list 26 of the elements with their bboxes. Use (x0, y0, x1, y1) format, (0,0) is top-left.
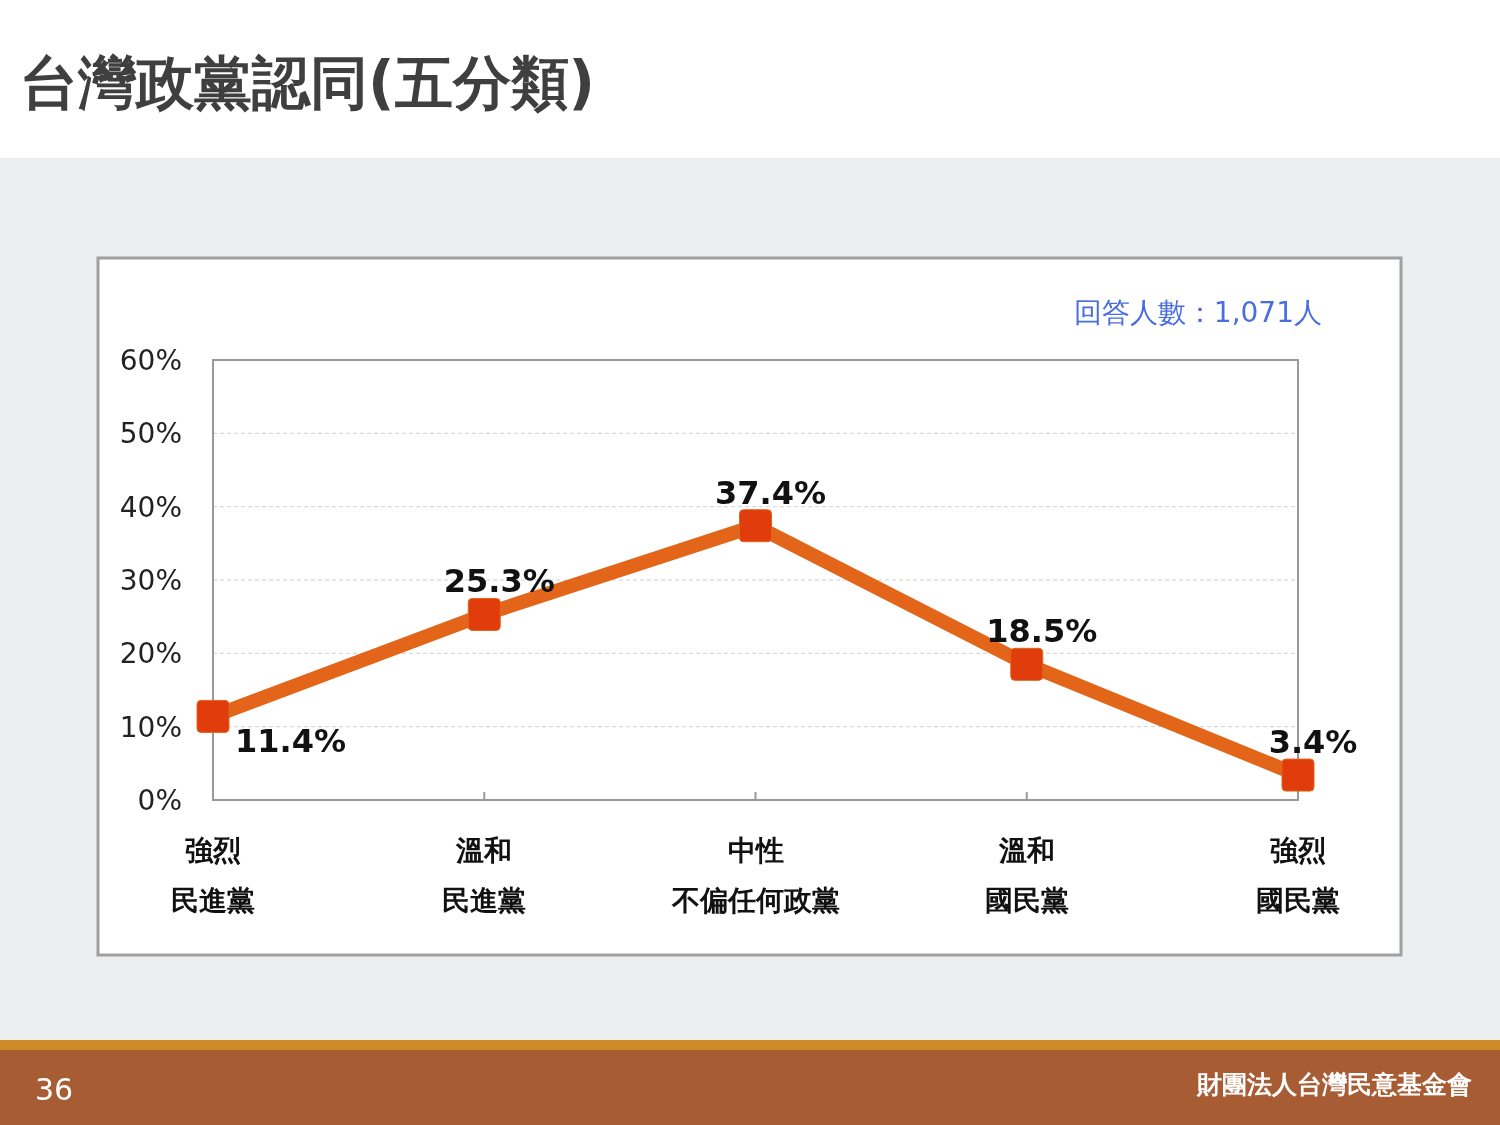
text: 36 (35, 1072, 74, 1107)
y-tick-label: 60% (119, 344, 182, 377)
point (467, 597, 501, 631)
y-tick-label: 50% (119, 417, 182, 451)
data-label: 25.3% (443, 562, 555, 601)
point (1281, 758, 1315, 792)
y-tick-label: 30% (119, 564, 182, 597)
data-label: 3.4% (1268, 723, 1358, 762)
chart-title: 台灣政黨認同(五分類) (20, 49, 596, 117)
y-tick-label: 10% (119, 710, 182, 744)
data-label: 18.5% (986, 612, 1098, 651)
x-tick-label: 強烈民進黨 (171, 834, 255, 917)
data-label: 37.4% (714, 473, 827, 512)
y-tick-label: 20% (119, 637, 182, 671)
x-tick-label: 溫和國民黨 (984, 834, 1069, 917)
x-tick-label: 溫和民進黨 (442, 834, 527, 917)
x-tick-label: 強烈國民黨 (1256, 834, 1340, 917)
point (1010, 647, 1044, 681)
text: 財團法人台灣民意基金會 (1196, 1070, 1472, 1099)
y-tick-label: 0% (137, 784, 182, 817)
text: 回答人數：1,071人 (1073, 296, 1322, 329)
data-label: 11.4% (235, 722, 347, 761)
y-tick-label: 40% (119, 490, 182, 524)
point (739, 509, 772, 543)
point (196, 699, 230, 733)
x-tick-label: 中性不偏任何政黨 (670, 834, 840, 917)
